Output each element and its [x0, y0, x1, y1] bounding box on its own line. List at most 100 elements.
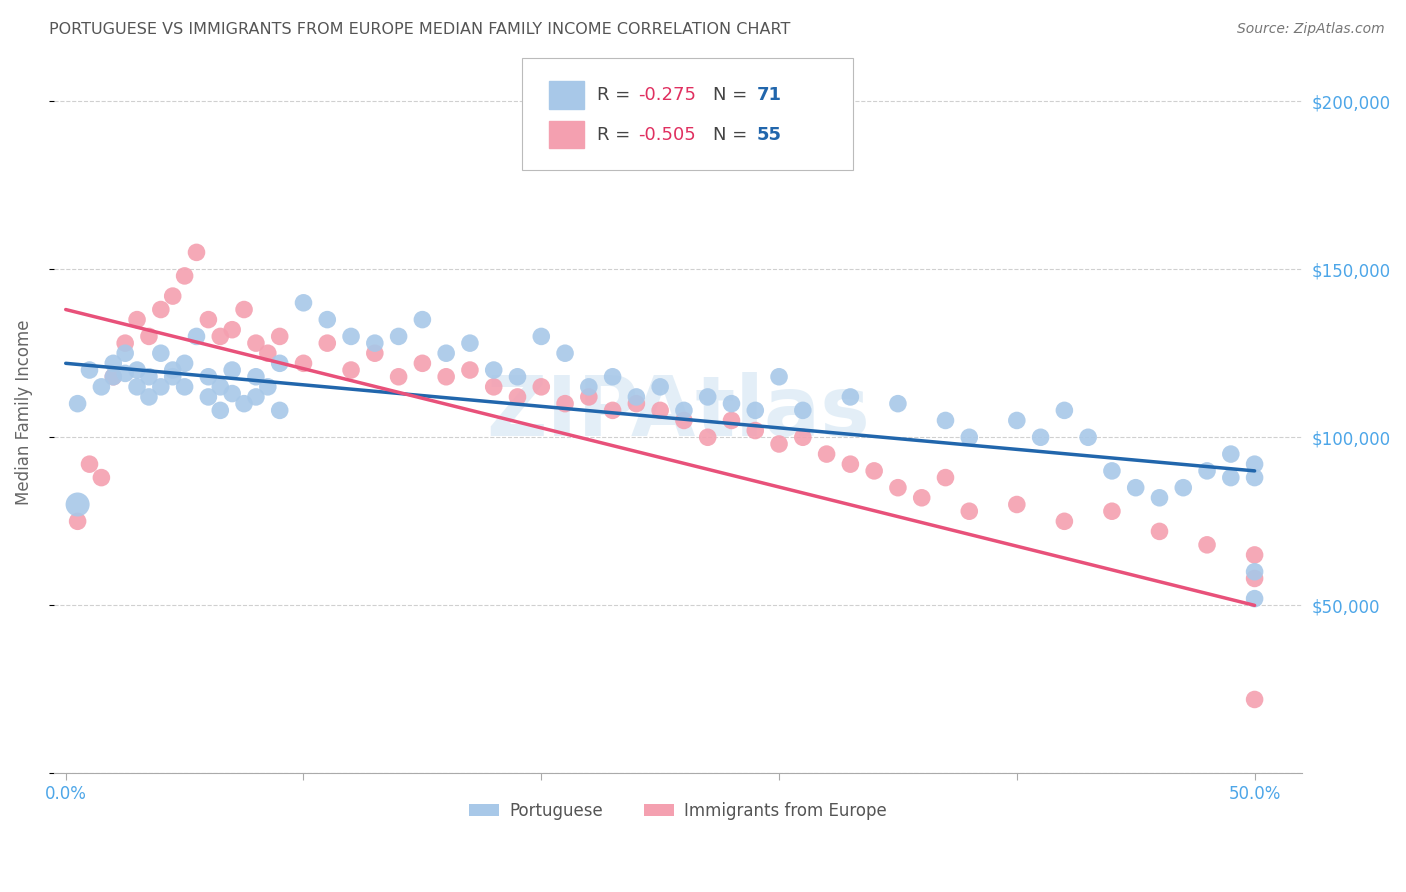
Text: N =: N =: [713, 127, 754, 145]
Point: [269, 356, 291, 370]
Point: [233, 302, 256, 317]
Point: [626, 390, 648, 404]
Point: [186, 245, 208, 260]
Point: [162, 363, 184, 377]
Point: [1029, 430, 1052, 444]
Point: [364, 336, 387, 351]
Point: [269, 329, 291, 343]
Point: [1053, 403, 1076, 417]
Point: [125, 312, 148, 326]
Point: [114, 346, 136, 360]
Point: [103, 369, 125, 384]
Point: [79, 363, 101, 377]
Point: [66, 498, 89, 512]
Text: Source: ZipAtlas.com: Source: ZipAtlas.com: [1237, 22, 1385, 37]
Point: [1101, 464, 1123, 478]
Point: [650, 403, 672, 417]
Point: [114, 336, 136, 351]
Point: [578, 390, 600, 404]
Point: [957, 430, 980, 444]
Point: [839, 457, 862, 471]
Point: [256, 346, 278, 360]
Point: [340, 329, 363, 343]
Point: [1243, 565, 1265, 579]
Point: [209, 329, 232, 343]
Point: [768, 369, 790, 384]
Text: -0.505: -0.505: [638, 127, 696, 145]
Point: [138, 329, 160, 343]
Point: [197, 390, 219, 404]
Point: [672, 403, 695, 417]
Point: [1243, 692, 1265, 706]
Point: [482, 380, 505, 394]
Point: [863, 464, 886, 478]
Point: [1243, 457, 1265, 471]
Point: [103, 369, 125, 384]
Point: [887, 397, 910, 411]
Point: [1243, 571, 1265, 585]
Point: [744, 403, 766, 417]
Point: [934, 470, 956, 484]
Point: [125, 380, 148, 394]
Point: [1173, 481, 1195, 495]
Point: [1077, 430, 1099, 444]
Text: -0.275: -0.275: [638, 86, 696, 103]
Point: [79, 457, 101, 471]
Point: [221, 386, 243, 401]
Point: [839, 390, 862, 404]
Point: [411, 356, 433, 370]
Point: [90, 470, 112, 484]
Point: [197, 369, 219, 384]
Point: [149, 380, 172, 394]
Point: [672, 413, 695, 427]
Point: [792, 403, 814, 417]
Point: [602, 403, 624, 417]
Point: [269, 403, 291, 417]
Point: [696, 390, 718, 404]
Point: [162, 289, 184, 303]
Point: [626, 397, 648, 411]
Point: [388, 329, 411, 343]
Point: [173, 380, 195, 394]
Point: [125, 363, 148, 377]
Point: [554, 397, 576, 411]
Point: [815, 447, 838, 461]
Text: 55: 55: [756, 127, 782, 145]
Point: [1243, 548, 1265, 562]
Point: [364, 346, 387, 360]
Point: [149, 302, 172, 317]
Legend: Portuguese, Immigrants from Europe: Portuguese, Immigrants from Europe: [463, 795, 894, 827]
Text: PORTUGUESE VS IMMIGRANTS FROM EUROPE MEDIAN FAMILY INCOME CORRELATION CHART: PORTUGUESE VS IMMIGRANTS FROM EUROPE MED…: [49, 22, 790, 37]
Point: [197, 312, 219, 326]
Point: [720, 397, 742, 411]
Point: [1219, 470, 1241, 484]
Point: [911, 491, 934, 505]
Point: [256, 380, 278, 394]
Y-axis label: Median Family Income: Median Family Income: [15, 319, 32, 505]
Point: [1243, 470, 1265, 484]
Bar: [550, 81, 585, 109]
Point: [434, 346, 457, 360]
Point: [221, 363, 243, 377]
Point: [66, 397, 89, 411]
Point: [887, 481, 910, 495]
Point: [1149, 491, 1171, 505]
Point: [66, 514, 89, 528]
Point: [90, 380, 112, 394]
Text: 71: 71: [756, 86, 782, 103]
Point: [1005, 498, 1028, 512]
Point: [744, 424, 766, 438]
Point: [650, 380, 672, 394]
Point: [1125, 481, 1147, 495]
FancyBboxPatch shape: [522, 58, 853, 170]
Point: [578, 380, 600, 394]
Point: [245, 336, 267, 351]
Text: R =: R =: [598, 86, 636, 103]
Point: [720, 413, 742, 427]
Point: [209, 403, 232, 417]
Point: [186, 329, 208, 343]
Point: [138, 369, 160, 384]
Point: [530, 380, 553, 394]
Point: [934, 413, 956, 427]
Point: [792, 430, 814, 444]
